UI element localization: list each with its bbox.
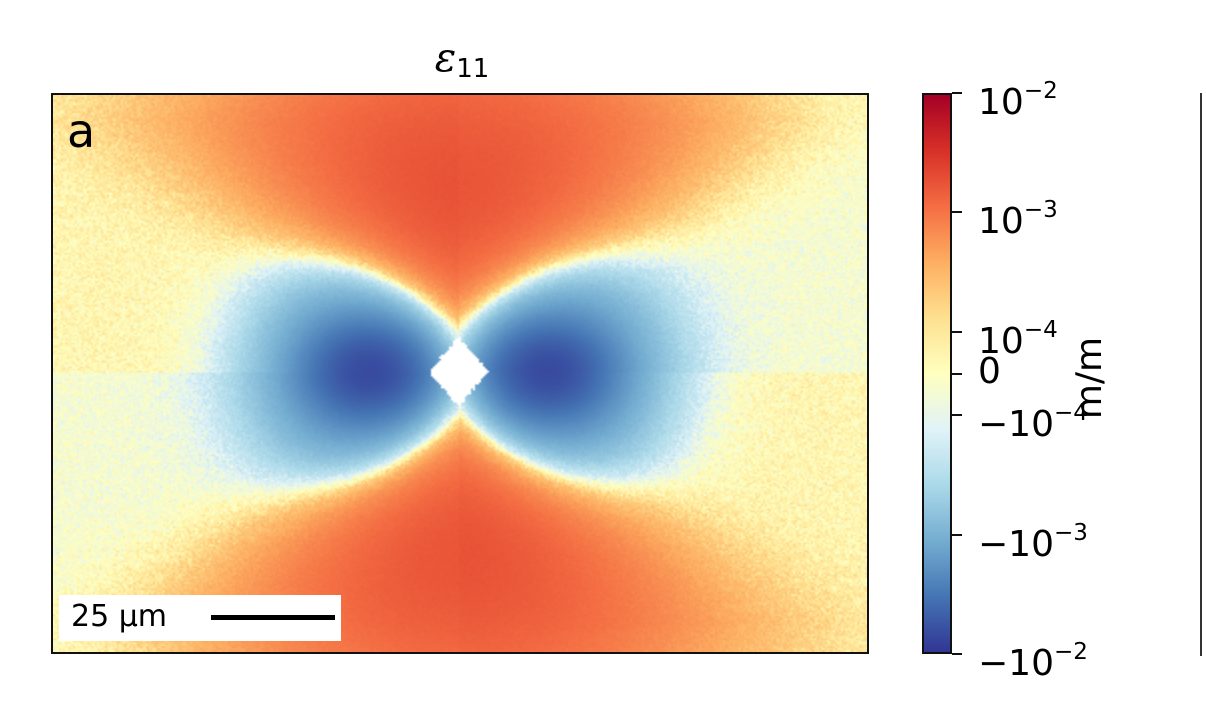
colorbar-label: m/m	[1069, 336, 1110, 420]
colorbar-tick-exponent: −3	[1023, 197, 1058, 224]
heatmap-plot-area: a 25 µm	[51, 93, 869, 654]
colorbar-tick-base: −10	[978, 643, 1054, 684]
colorbar-tick-base: 0	[978, 350, 1001, 392]
chart-title-symbol: ε	[434, 35, 457, 81]
colorbar-tick-mark	[952, 653, 962, 655]
colorbar-tick-mark	[952, 372, 962, 375]
colorbar-tick-label: −10−4	[978, 393, 1088, 445]
scale-bar: 25 µm	[59, 595, 341, 641]
next-panel-edge	[1200, 93, 1202, 656]
colorbar-tick-mark	[952, 414, 962, 417]
chart-title-subscript: 11	[456, 54, 490, 84]
colorbar-tick-base: −10	[978, 404, 1054, 446]
colorbar-tick-label: −10−2	[978, 632, 1088, 684]
colorbar-tick-base: 10	[978, 320, 1024, 362]
panel-label: a	[67, 104, 96, 158]
colorbar-tick-exponent: −4	[1023, 316, 1058, 343]
scale-bar-line	[211, 615, 335, 620]
colorbar-tick-exponent: −2	[1053, 639, 1088, 665]
colorbar-tick-base: 10	[978, 201, 1024, 243]
colorbar	[922, 93, 952, 654]
colorbar-tick-mark	[952, 533, 962, 536]
colorbar-tick-mark	[952, 92, 962, 94]
colorbar-tick-base: 10	[978, 82, 1024, 123]
colorbar-tick-exponent: −3	[1053, 519, 1088, 546]
colorbar-tick-label: 10−2	[978, 71, 1058, 123]
colorbar-tick-mark	[952, 330, 962, 333]
colorbar-tick-label: −10−3	[978, 513, 1088, 565]
chart-title: ε11	[412, 34, 512, 93]
colorbar-tick-exponent: −4	[1053, 400, 1088, 427]
strain-heatmap	[53, 95, 867, 652]
colorbar-tick-label: 10−3	[978, 190, 1058, 242]
colorbar-tick-label: 0	[978, 350, 1001, 392]
colorbar-tick-mark	[952, 211, 962, 214]
colorbar-tick-base: −10	[978, 523, 1054, 565]
colorbar-tick-exponent: −2	[1023, 78, 1058, 104]
scale-bar-label: 25 µm	[71, 599, 168, 634]
colorbar-tick-label: 10−4	[978, 310, 1058, 362]
